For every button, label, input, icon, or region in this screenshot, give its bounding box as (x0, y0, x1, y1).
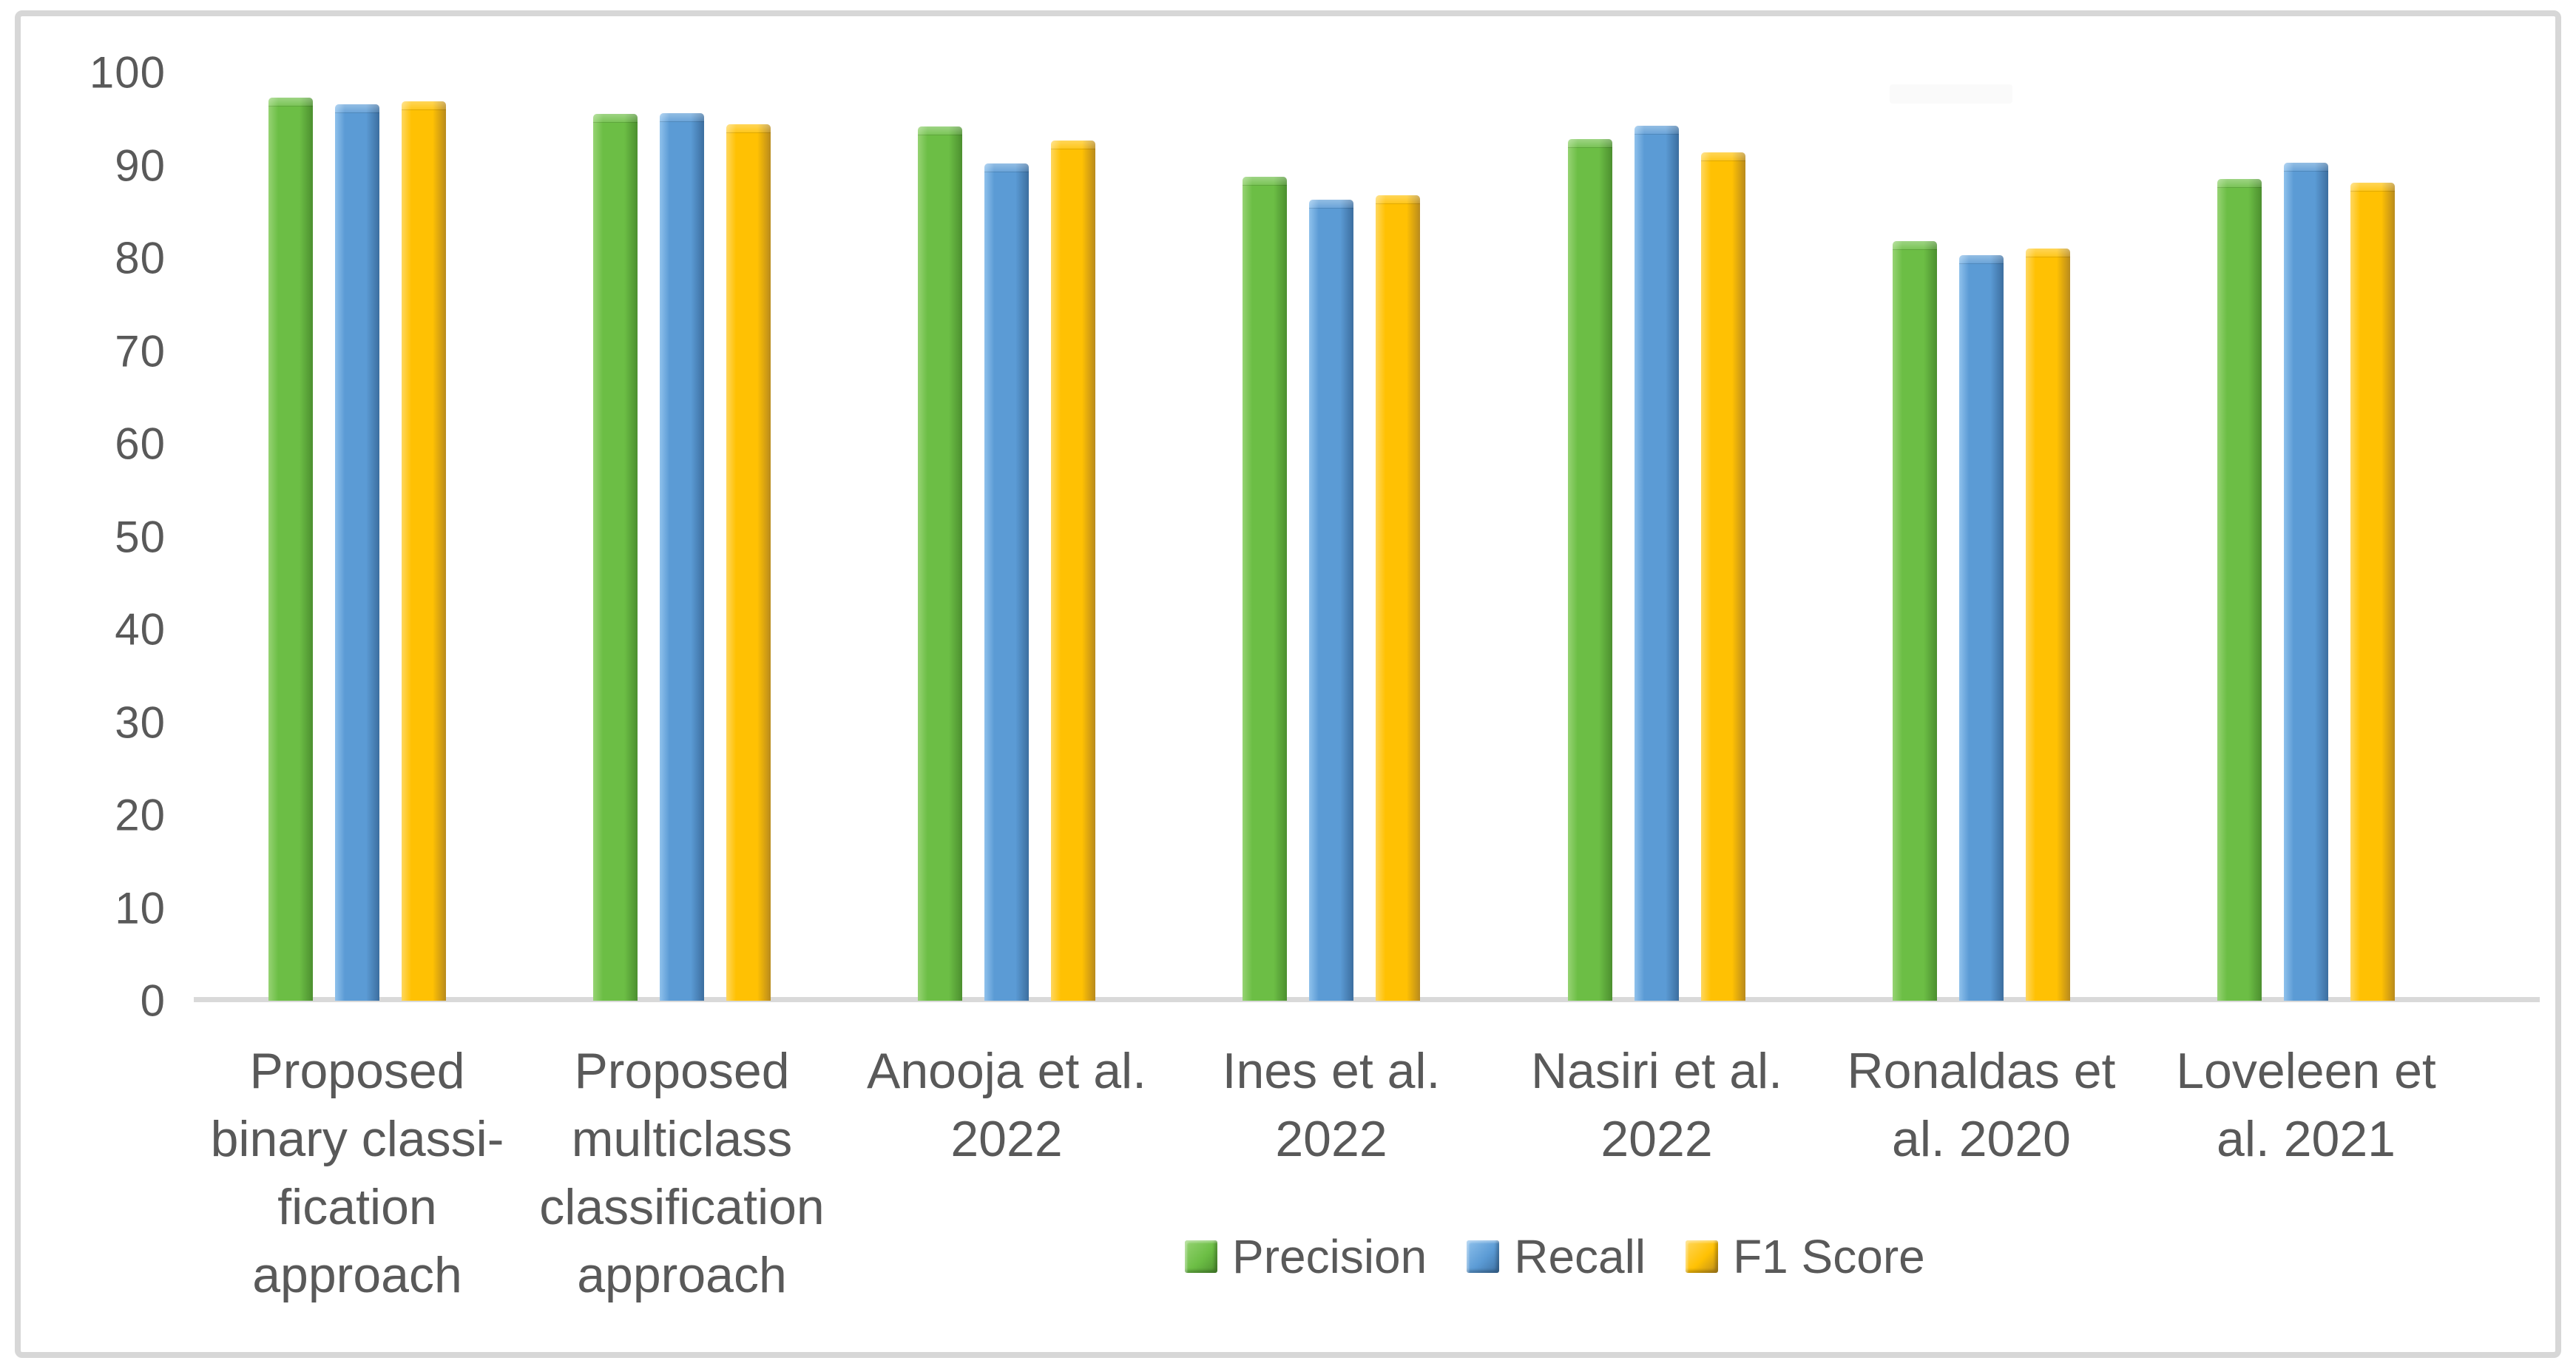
legend: Precision Recall F1 Score (1185, 1229, 1925, 1284)
bar-f1-score-5 (2026, 249, 2070, 1001)
faint-artifact (1890, 84, 2012, 104)
x-category-label-line: Ronaldas et (1847, 1043, 2116, 1099)
y-tick-label: 10 (115, 883, 166, 933)
x-category-label-line: Ines et al. (1222, 1043, 1441, 1099)
bar-precision-5 (1893, 241, 1937, 1001)
x-category-label: Nasiri et al. 2022 (1487, 1037, 1827, 1173)
y-tick-label: 90 (115, 141, 166, 190)
y-tick-label: 20 (115, 790, 166, 840)
x-category-label: Ines et al. 2022 (1161, 1037, 1501, 1173)
x-category-label-line: fication (277, 1179, 437, 1235)
x-category-label-line: Loveleen et (2176, 1043, 2436, 1099)
legend-marker-icon (1185, 1240, 1217, 1273)
y-tick-label: 60 (115, 419, 166, 469)
x-category-label-line: approach (577, 1247, 787, 1303)
x-category-label-line: binary classi- (210, 1111, 504, 1167)
bar-recall-2 (984, 163, 1029, 1001)
legend-label: Precision (1232, 1230, 1427, 1283)
x-category-label-line: 2022 (1275, 1111, 1387, 1167)
x-category-label-line: Proposed (249, 1043, 465, 1099)
x-category-label: Loveleen et al. 2021 (2136, 1037, 2476, 1173)
x-category-label-line: approach (252, 1247, 462, 1303)
x-category-label-line: 2022 (1600, 1111, 1713, 1167)
x-category-label-line: Nasiri et al. (1530, 1043, 1783, 1099)
bar-f1-score-3 (1376, 195, 1420, 1001)
x-category-label-line: classification (539, 1179, 825, 1235)
y-tick-label: 80 (115, 233, 166, 283)
bar-recall-3 (1309, 200, 1353, 1001)
x-category-label-line: Anooja et al. (866, 1043, 1147, 1099)
x-category-label-line: Proposed (574, 1043, 790, 1099)
bar-f1-score-2 (1051, 141, 1095, 1001)
y-tick-label: 40 (115, 604, 166, 655)
bar-recall-6 (2284, 163, 2328, 1001)
x-category-label-line: al. 2021 (2217, 1111, 2396, 1167)
bar-recall-4 (1634, 126, 1679, 1001)
bar-precision-6 (2217, 179, 2262, 1001)
legend-item-precision: Precision (1185, 1229, 1427, 1284)
chart-frame: 0 10 20 30 40 50 60 70 80 90 100 Proposed binary cl… (15, 10, 2561, 1358)
x-category-label: Anooja et al. 2022 (836, 1037, 1177, 1173)
legend-label: Recall (1514, 1230, 1646, 1283)
y-tick-label: 70 (115, 326, 166, 376)
bar-precision-2 (918, 126, 962, 1001)
bar-recall-5 (1959, 255, 2004, 1001)
bar-precision-4 (1568, 139, 1612, 1001)
x-category-label-line: al. 2020 (1892, 1111, 2071, 1167)
x-category-label-line: 2022 (950, 1111, 1063, 1167)
bar-f1-score-0 (402, 101, 446, 1001)
y-axis: 0 10 20 30 40 50 60 70 80 90 100 (21, 16, 166, 1372)
x-axis-line (194, 997, 2540, 1002)
y-tick-label: 30 (115, 697, 166, 747)
y-tick-label: 100 (89, 47, 166, 98)
bar-f1-score-6 (2350, 183, 2395, 1001)
x-category-label: Proposed multiclass classification approach (512, 1037, 852, 1309)
legend-item-recall: Recall (1467, 1229, 1646, 1284)
legend-label: F1 Score (1733, 1230, 1925, 1283)
bar-precision-3 (1243, 177, 1287, 1001)
y-tick-label: 50 (115, 512, 166, 561)
x-category-label-line: multiclass (571, 1111, 793, 1167)
x-category-label: Ronaldas et al. 2020 (1811, 1037, 2151, 1173)
bar-recall-1 (660, 113, 704, 1001)
bar-f1-score-1 (726, 124, 771, 1001)
y-tick-label: 0 (140, 976, 166, 1026)
legend-marker-icon (1467, 1240, 1500, 1273)
bar-precision-1 (593, 114, 638, 1001)
legend-marker-icon (1686, 1240, 1719, 1273)
bar-precision-0 (268, 98, 313, 1001)
bar-recall-0 (335, 104, 379, 1001)
legend-item-f1-score: F1 Score (1686, 1229, 1925, 1284)
bar-f1-score-4 (1701, 152, 1745, 1001)
x-category-label: Proposed binary classi-fication approach (187, 1037, 527, 1309)
